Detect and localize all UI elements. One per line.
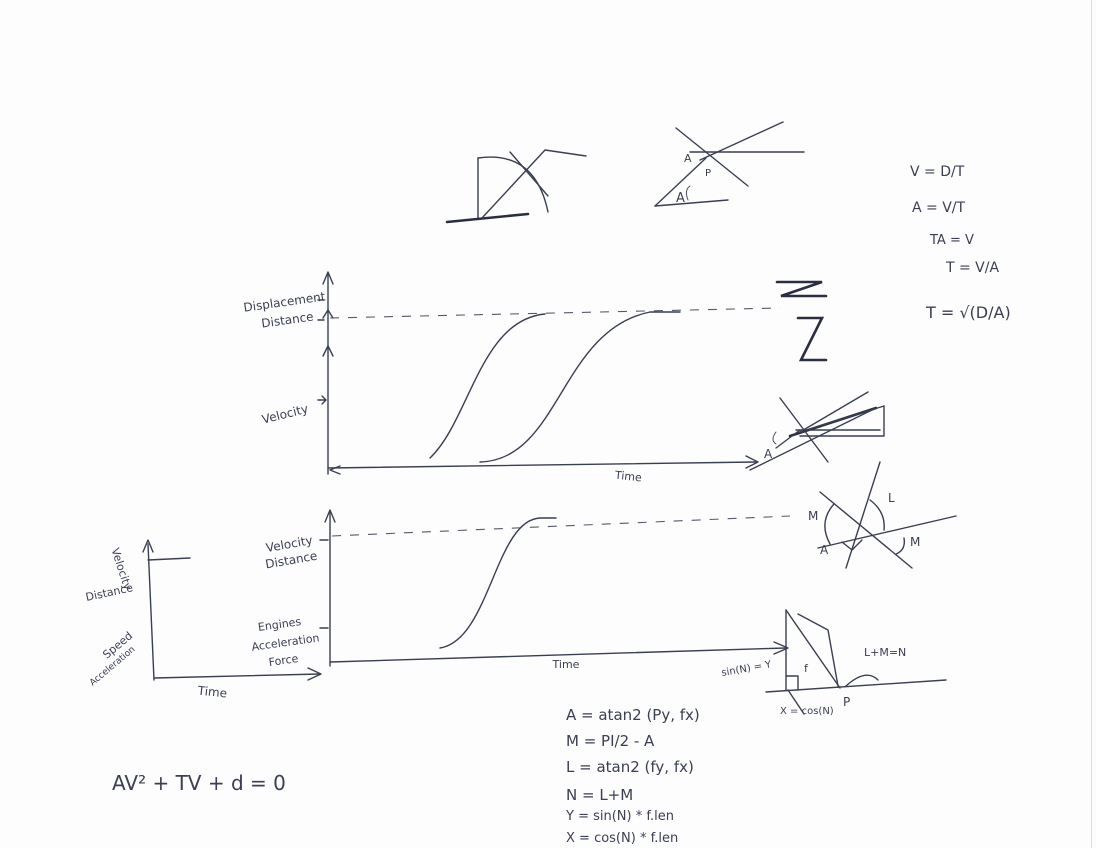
rt-angle-arc xyxy=(845,674,879,687)
graph1-dashed-level xyxy=(329,307,781,319)
cross-label-l: L xyxy=(888,491,895,505)
fan-line-4 xyxy=(775,429,801,449)
top-triangle-sketch: A P A xyxy=(654,121,805,207)
graph1-x-arrow-left xyxy=(329,465,341,475)
fan-box xyxy=(799,405,885,437)
formulas-center: A = atan2 (Py, fx) M = PI/2 - A L = atan… xyxy=(565,706,700,846)
graph1-curve-1 xyxy=(429,313,546,459)
graph2-x-arrow xyxy=(773,641,789,655)
graph1-ylabel-velocity: Velocity xyxy=(260,402,309,427)
graph1-mid-arrow-2 xyxy=(322,345,334,357)
graph1-x-axis xyxy=(327,461,757,469)
graph2-ylabel-engines: Engines xyxy=(257,615,302,634)
graph2-ylabel-force: Force xyxy=(268,652,300,669)
formula-center-1: A = atan2 (Py, fx) xyxy=(566,706,700,724)
formula-right-1: V = D/T xyxy=(910,164,965,180)
formula-bottom-left: AV² + TV + d = 0 xyxy=(112,771,286,795)
cross-label-a: A xyxy=(820,543,829,557)
graph1-curve-2 xyxy=(479,311,681,463)
graph3-ylabel-distance: Distance xyxy=(84,581,134,604)
cross-label-m-right: M xyxy=(910,535,920,549)
cross-line-3 xyxy=(845,461,881,569)
graph1-mid-arrow xyxy=(322,309,334,319)
arc-base-line xyxy=(445,212,530,224)
graph3-x-arrow xyxy=(307,667,322,681)
page-edge xyxy=(1091,0,1092,848)
graph1-ticks xyxy=(317,299,325,321)
fan-cross-2 xyxy=(749,407,877,471)
cross-arc-top xyxy=(869,499,885,531)
cross-right-angle xyxy=(841,539,863,551)
tri-cross-1 xyxy=(675,127,749,187)
rt-base xyxy=(765,679,947,693)
graph3-y-arrow xyxy=(142,539,154,553)
formula-center-2: M = PI/2 - A xyxy=(566,732,655,750)
graph2-x-axis xyxy=(329,647,787,663)
cross-line-1 xyxy=(819,491,913,569)
arc-ray xyxy=(481,149,587,219)
tri-base xyxy=(654,199,729,207)
formula-center-4: N = L+M xyxy=(566,786,633,804)
graph2-dashed-level xyxy=(331,515,791,537)
graph2-y-arrow xyxy=(324,509,336,523)
rt-cos-marker xyxy=(787,689,805,715)
z-shape-2 xyxy=(796,316,828,362)
cross-arc-right xyxy=(895,537,906,555)
graph1-velocity-arrow xyxy=(317,395,327,405)
tri-label-a-bottom: A xyxy=(676,191,685,206)
fan-line-3 xyxy=(799,405,885,433)
fan-line-2 xyxy=(799,391,869,433)
tri-ray xyxy=(699,121,784,161)
tri-angle-arc xyxy=(685,185,691,201)
graph2-ylabel-acceleration: Acceleration xyxy=(251,631,321,653)
z-shape-1 xyxy=(775,280,828,298)
graph1-y-arrow xyxy=(322,271,334,285)
graph3-level-line xyxy=(147,557,191,561)
right-triangle-sketch: f P L+M=N sin(N) = Y X = cos(N) xyxy=(721,609,947,717)
graph-1: Displacement Distance Velocity Time xyxy=(243,271,781,485)
arc-cross-line xyxy=(509,151,549,197)
graph1-xlabel: Time xyxy=(613,469,642,485)
rt-label-f: f xyxy=(804,662,809,675)
top-arc-sketch xyxy=(445,149,587,224)
cross-arcs-sketch: M L A M xyxy=(808,461,957,569)
tri-label-p: P xyxy=(705,168,711,179)
graph-2: Velocity Distance Engines Acceleration F… xyxy=(251,509,791,671)
graph2-curve xyxy=(439,517,557,649)
formula-center-5: Y = sin(N) * f.len xyxy=(565,809,674,824)
rt-label-p: P xyxy=(843,695,850,709)
graph3-x-axis xyxy=(153,673,321,679)
cross-arc-left xyxy=(824,503,835,545)
rt-right-angle xyxy=(785,675,799,691)
graph3-y-axis xyxy=(147,543,155,681)
graph3-xlabel: Time xyxy=(196,683,228,700)
formula-center-3: L = atan2 (fy, fx) xyxy=(566,758,694,776)
z-shapes xyxy=(775,280,828,362)
fan-label-a: A xyxy=(764,447,773,461)
formula-right-3: TA = V xyxy=(929,233,974,248)
fan-sketch: A xyxy=(749,391,885,471)
graph1-ylabel-displacement: Displacement xyxy=(243,289,327,314)
rt-inner-line xyxy=(797,613,839,687)
formulas-right: V = D/T A = V/T TA = V T = V/A T = √(D/A… xyxy=(910,164,1011,322)
formula-right-4: T = V/A xyxy=(945,260,999,276)
formula-right-5: T = √(D/A) xyxy=(925,303,1011,322)
graph1-ylabel-distance: Distance xyxy=(260,309,314,330)
tri-label-a-top: A xyxy=(684,152,692,165)
rt-hypotenuse xyxy=(785,609,841,689)
formula-right-2: A = V/T xyxy=(912,200,966,216)
graph2-xlabel: Time xyxy=(552,658,580,671)
fan-angle-arc xyxy=(772,431,777,445)
cross-label-m-left: M xyxy=(808,509,818,523)
cross-line-2 xyxy=(817,515,957,549)
formula-center-6: X = cos(N) * f.len xyxy=(566,831,678,846)
rt-label-sin: sin(N) = Y xyxy=(721,659,773,679)
rt-label-lm: L+M=N xyxy=(864,646,906,659)
graph1-x-arrow xyxy=(745,455,759,469)
tri-hypotenuse xyxy=(654,157,707,207)
rt-label-cos: X = cos(N) xyxy=(780,706,834,717)
